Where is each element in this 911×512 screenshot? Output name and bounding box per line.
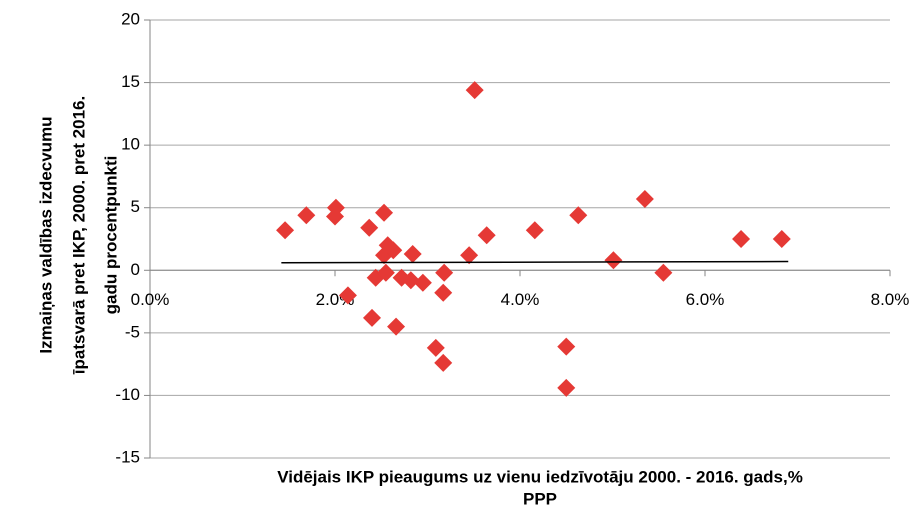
y-tick-label: 5: [131, 197, 140, 216]
x-axis-title: PPP: [523, 489, 557, 508]
trendline: [281, 260, 789, 264]
point: [363, 308, 381, 327]
point: [403, 245, 422, 264]
y-tick-label: -15: [115, 447, 140, 466]
point: [435, 263, 454, 282]
y-tick-label: 15: [121, 72, 140, 91]
point: [557, 378, 576, 397]
point: [460, 246, 479, 265]
y-tick-label: 10: [121, 135, 140, 154]
point: [338, 286, 357, 305]
point: [604, 251, 623, 270]
x-tick-label: 8.0%: [871, 290, 910, 309]
point: [434, 283, 453, 302]
point: [569, 206, 588, 225]
point: [654, 263, 673, 282]
y-title-line: gadu procentpunkti: [101, 156, 120, 315]
point: [401, 271, 420, 290]
x-tick-label: 0.0%: [131, 290, 170, 309]
point: [413, 273, 432, 292]
point: [375, 203, 394, 222]
y-tick-label: -5: [125, 322, 140, 341]
point: [525, 221, 544, 240]
y-tick-label: 20: [121, 9, 140, 28]
y-title-line: Izmaiņas valdības izdecvumu: [36, 116, 55, 353]
point: [557, 337, 576, 356]
point: [360, 218, 379, 237]
x-axis-title: Vidējais IKP pieaugums uz vienu iedzīvot…: [277, 467, 803, 486]
point: [384, 241, 403, 260]
y-tick-label: -10: [115, 385, 140, 404]
point: [376, 263, 395, 282]
point: [276, 221, 295, 240]
y-axis-title: Izmaiņas valdības izdecvumu īpatsvarā pr…: [36, 96, 120, 375]
point: [434, 353, 453, 372]
point: [387, 317, 406, 336]
point: [635, 189, 654, 208]
point: [772, 230, 791, 248]
x-tick-label: 4.0%: [501, 290, 540, 309]
y-title-line: īpatsvarā pret IKP, 2000. pret 2016.: [69, 96, 88, 375]
x-tick-label: 6.0%: [686, 290, 725, 309]
point: [465, 81, 484, 100]
point: [297, 206, 316, 225]
point: [426, 338, 445, 357]
point: [477, 226, 496, 245]
point: [732, 230, 751, 248]
y-tick-label: 0: [131, 260, 140, 279]
point: [326, 207, 344, 226]
